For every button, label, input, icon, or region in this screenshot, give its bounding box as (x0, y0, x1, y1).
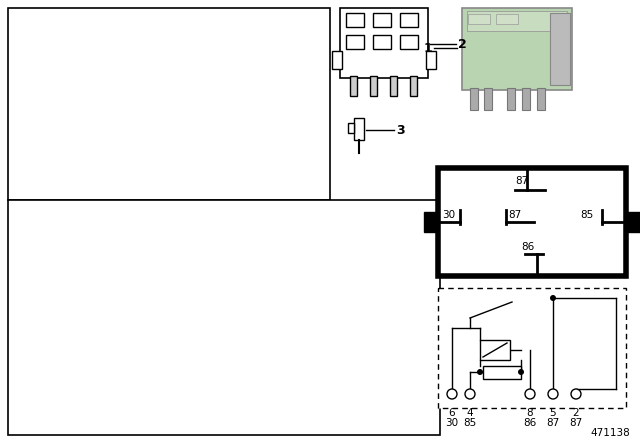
Text: 4: 4 (467, 408, 474, 418)
Circle shape (548, 389, 558, 399)
Bar (496, 14, 518, 24)
Bar (410, 76, 417, 96)
Bar (332, 51, 342, 69)
Text: 30: 30 (445, 418, 459, 428)
Bar (626, 212, 640, 232)
Text: 471138: 471138 (590, 428, 630, 438)
Bar (373, 35, 391, 49)
Bar (400, 35, 418, 49)
Text: 1: 1 (423, 42, 432, 55)
Bar (507, 88, 515, 110)
Text: 87: 87 (547, 418, 559, 428)
Text: 30: 30 (442, 210, 455, 220)
Circle shape (447, 389, 457, 399)
Bar (484, 88, 492, 110)
Bar (340, 8, 428, 78)
Bar (373, 13, 391, 27)
Text: 5: 5 (550, 408, 556, 418)
Circle shape (518, 369, 524, 375)
Circle shape (465, 389, 475, 399)
Text: 87: 87 (515, 176, 528, 186)
Text: 2: 2 (458, 38, 467, 51)
Bar (467, 11, 567, 31)
Circle shape (571, 389, 581, 399)
Bar (400, 13, 418, 27)
Bar (550, 13, 570, 85)
Bar (480, 340, 510, 360)
Circle shape (525, 389, 535, 399)
Bar (346, 13, 364, 27)
Circle shape (550, 295, 556, 301)
Bar (348, 123, 354, 133)
Bar (470, 88, 478, 110)
Bar (8, 8, 330, 200)
Bar (370, 76, 377, 96)
Text: 8: 8 (527, 408, 533, 418)
Bar (424, 212, 438, 232)
Circle shape (477, 369, 483, 375)
Bar (438, 288, 626, 408)
Text: 86: 86 (521, 242, 534, 252)
Bar (8, 200, 440, 435)
Text: 2: 2 (573, 408, 579, 418)
Bar (483, 366, 521, 379)
Bar (438, 168, 626, 276)
Bar (426, 51, 436, 69)
Text: 85: 85 (580, 210, 593, 220)
Text: 6: 6 (449, 408, 455, 418)
Text: 87: 87 (570, 418, 582, 428)
Text: 87: 87 (508, 210, 521, 220)
Bar (390, 76, 397, 96)
Bar (462, 8, 572, 90)
Text: 3: 3 (396, 124, 404, 137)
Text: 85: 85 (463, 418, 477, 428)
Text: 86: 86 (524, 418, 536, 428)
Bar (537, 88, 545, 110)
Bar (354, 118, 364, 140)
Bar (346, 35, 364, 49)
Bar (350, 76, 357, 96)
Bar (522, 88, 530, 110)
Bar (468, 14, 490, 24)
